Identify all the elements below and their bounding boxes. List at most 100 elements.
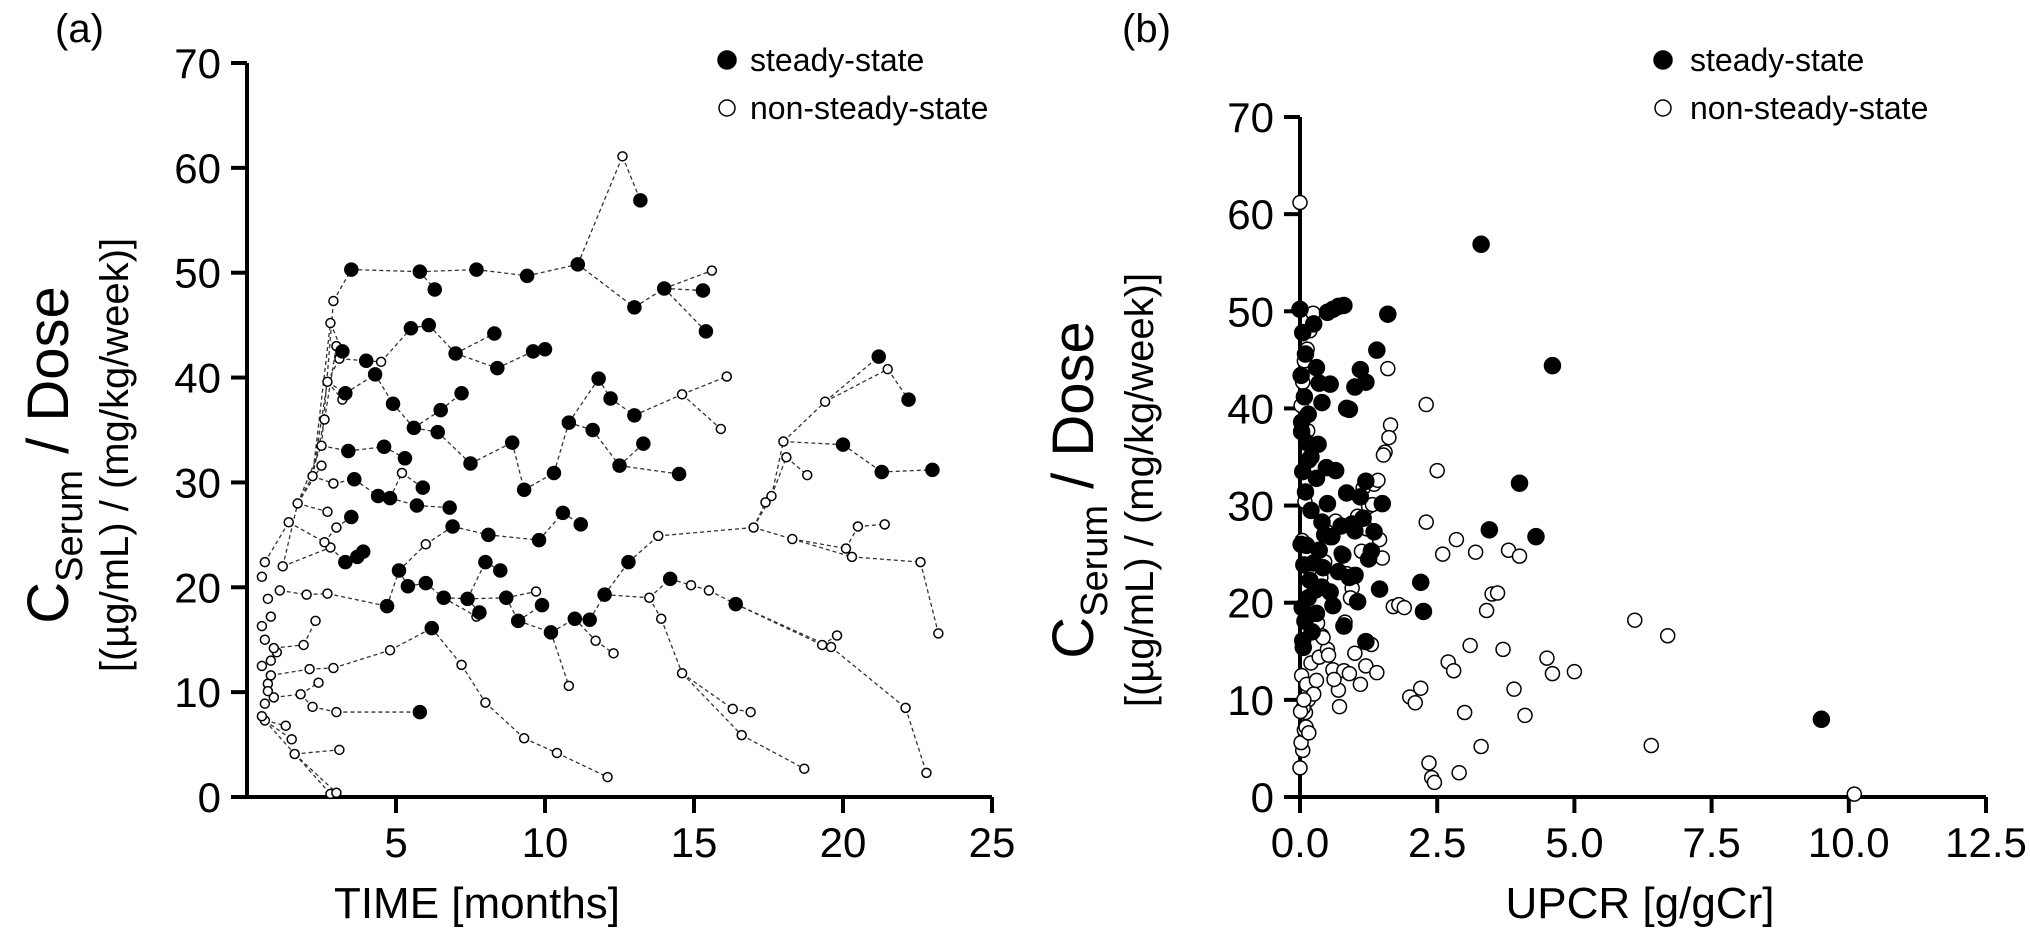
connector-line — [437, 431, 471, 465]
connector-line — [294, 749, 340, 755]
non-steady-state-point — [1445, 662, 1462, 679]
x-tick-label-b: 10.0 — [1808, 819, 1890, 866]
steady-state-point — [412, 264, 428, 279]
non-steady-state-point — [852, 521, 864, 532]
steady-state-point — [385, 396, 401, 412]
non-steady-state-point — [1478, 602, 1495, 619]
steady-state-point — [344, 509, 359, 525]
panel-label-a: (a) — [55, 7, 104, 51]
connector-line — [658, 526, 754, 537]
steady-state-point — [516, 482, 532, 498]
non-steady-state-point — [736, 729, 747, 741]
connector-line — [297, 465, 323, 504]
connector-line — [604, 593, 650, 599]
non-steady-state-point — [685, 579, 697, 591]
x-tick-label-a: 5 — [384, 819, 407, 866]
non-steady-state-point — [396, 467, 408, 479]
axes-b: 0 10 20 30 40 50 60 70 0.0 2.5 5.0 7.5 10.0 12.5 — [1227, 94, 2027, 866]
steady-state-point — [1323, 527, 1341, 546]
non-steady-state-point — [328, 478, 339, 489]
steady-state-point — [433, 402, 448, 418]
non-steady-state-point — [563, 680, 575, 692]
non-steady-state-point — [1341, 665, 1358, 682]
y-tick-label-b: 0 — [1251, 774, 1274, 821]
steady-state-point — [1309, 435, 1327, 454]
connector-line — [681, 672, 743, 736]
x-tick-label-b: 2.5 — [1408, 819, 1466, 866]
connector-line — [904, 707, 928, 774]
non-steady-state-point — [846, 551, 858, 563]
legend-marker-nonsteady-a — [718, 99, 736, 117]
steady-state-point — [347, 472, 362, 487]
non-steady-state-point — [322, 588, 333, 599]
steady-state-point — [1337, 399, 1356, 418]
non-steady-state-point — [766, 490, 777, 502]
non-steady-state-point — [816, 639, 828, 651]
non-steady-state-point — [1320, 647, 1337, 663]
connector-line — [592, 429, 621, 467]
steady-state-point — [543, 625, 559, 640]
non-steady-state-point — [1396, 599, 1413, 616]
non-steady-state-point — [882, 363, 893, 375]
steady-state-point — [427, 282, 442, 297]
legend-label-nonsteady-a: non-steady-state — [750, 90, 988, 126]
connector-line — [484, 702, 525, 739]
non-steady-state-point — [644, 592, 655, 604]
connector-line — [681, 672, 734, 710]
connector-line — [681, 393, 722, 430]
x-tick-label-a: 15 — [671, 819, 718, 866]
steady-state-point — [338, 386, 353, 401]
non-steady-state-point — [375, 356, 387, 368]
connector-line — [663, 270, 713, 290]
non-steady-state-point — [617, 151, 628, 162]
non-steady-state-point — [256, 620, 268, 632]
y-axis-title-b: CSerum / Dose — [1041, 321, 1116, 659]
non-steady-state-point — [787, 533, 798, 545]
non-steady-state-point — [748, 522, 759, 533]
non-steady-state-point — [325, 317, 336, 329]
y-axis-units-b: [(µg/mL) / (mg/kg/week)] — [1118, 273, 1162, 707]
non-steady-state-point — [819, 396, 831, 407]
y-tick-label-b: 20 — [1227, 580, 1274, 627]
steady-state-point — [1313, 393, 1331, 412]
steady-state-point — [1304, 315, 1323, 333]
legend-marker-steady-b — [1653, 50, 1673, 70]
non-steady-state-point — [1358, 658, 1374, 674]
steady-state-point — [597, 587, 612, 602]
non-steady-state-point — [602, 771, 613, 783]
steady-state-point — [1293, 631, 1312, 650]
steady-state-point — [1343, 515, 1361, 533]
panel-b: (b) CSerum / Dose [(µg/mL) / (mg/kg/week… — [1041, 7, 2027, 928]
non-steady-state-point — [262, 685, 274, 697]
steady-state-point — [376, 439, 392, 455]
connector-line — [398, 543, 427, 571]
connector-lines-a — [264, 156, 939, 795]
non-steady-state-point — [304, 663, 315, 675]
connector-line — [392, 403, 415, 429]
connector-line — [294, 753, 337, 794]
steady-state-point — [582, 612, 597, 628]
non-steady-state-point — [745, 706, 756, 718]
steady-state-point — [925, 462, 940, 478]
y-tick-label-b: 60 — [1227, 191, 1274, 238]
connector-line — [851, 556, 921, 563]
non-steady-state-point — [331, 706, 342, 718]
connector-line — [660, 618, 683, 674]
non-steady-state-point — [1489, 585, 1506, 601]
non-steady-state-point — [1331, 698, 1348, 715]
x-tick-label-a: 10 — [522, 819, 569, 866]
non-steady-state-point — [277, 561, 289, 572]
non-steady-state-point — [274, 585, 286, 596]
steady-state-point — [534, 597, 550, 613]
steady-state-point — [487, 326, 502, 341]
svg-text:[(µg/mL) / (mg/kg/week)]: [(µg/mL) / (mg/kg/week)] — [1118, 273, 1162, 707]
data-points-b — [1291, 194, 1863, 802]
y-tick-label-a: 0 — [198, 774, 221, 821]
steady-state-point — [591, 371, 606, 386]
non-steady-state-point — [259, 698, 271, 709]
non-steady-state-point — [1308, 672, 1325, 689]
connector-line — [416, 504, 450, 509]
connector-line — [782, 401, 826, 443]
connector-line — [413, 409, 442, 429]
connector-line — [634, 393, 683, 416]
